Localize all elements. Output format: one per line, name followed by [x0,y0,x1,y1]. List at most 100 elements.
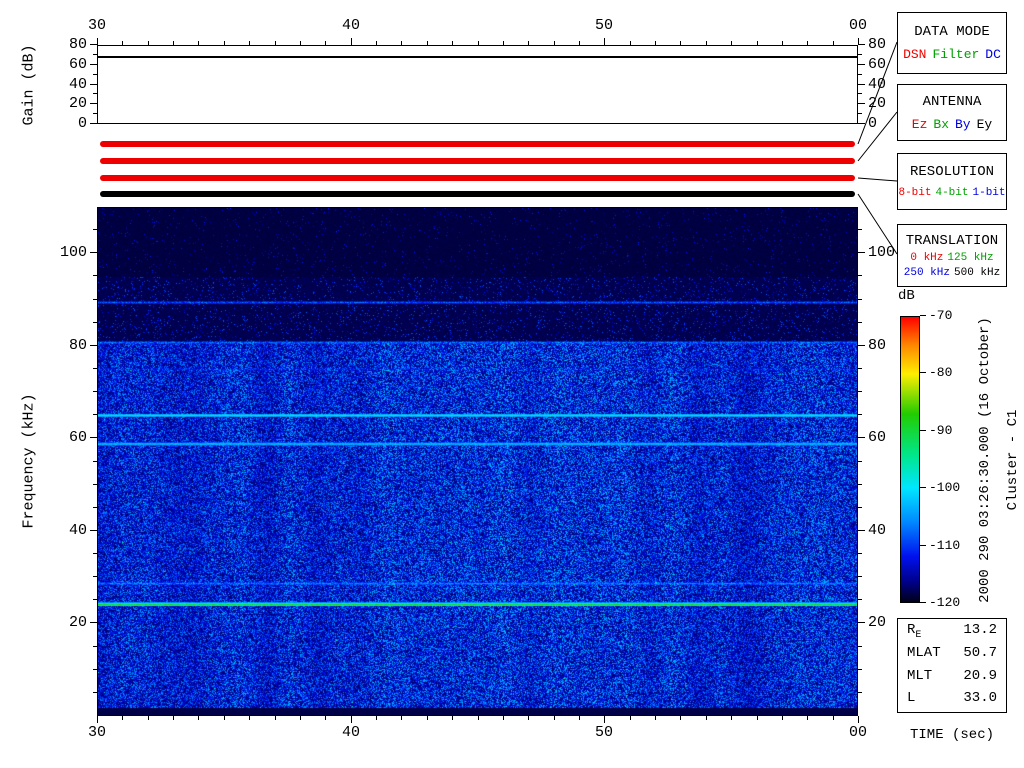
legend-item: 500 kHz [954,266,1001,279]
spec-y-minor-tick [93,692,97,693]
spec-y-tick-label: 20 [868,614,887,631]
spec-x-minor-tick [655,716,656,720]
connector-line [857,177,898,182]
colorbar-tick-label: -80 [929,365,953,380]
spec-y-tick-label: 100 [868,244,896,261]
spec-y-tick-label: 60 [68,429,87,446]
gain-top-minor-tick [148,41,149,45]
gain-y-tick [90,123,97,124]
spec-y-minor-tick [858,669,862,670]
spec-y-tick [90,252,97,253]
spec-y-minor-tick [858,391,862,392]
spec-y-minor-tick [93,414,97,415]
info-row: MLAT 50.7 [898,645,1006,664]
gain-top-minor-tick [173,41,174,45]
spec-x-minor-tick [376,716,377,720]
spec-x-tick-label: 30 [87,724,106,741]
spec-y-minor-tick [93,669,97,670]
spec-y-minor-tick [93,391,97,392]
gain-top-minor-tick [706,41,707,45]
spec-x-minor-tick [249,716,250,720]
legend-item: 0 kHz [910,251,944,264]
gain-top-minor-tick [731,41,732,45]
legend-item: 1-bit [972,187,1006,199]
gain-y-tick-label: 80 [68,36,87,53]
legend-item: 8-bit [898,187,932,199]
gain-y-tick-label: 20 [68,95,87,112]
gain-top-minor-tick [427,41,428,45]
gain-top-minor-tick [401,41,402,45]
legend-row: 8-bit 4-bit 1-bit [898,187,1005,199]
colorbar [900,316,920,603]
spec-y-minor-tick [858,275,862,276]
legend-item: By [955,116,971,132]
gain-top-minor-tick [452,41,453,45]
spec-x-minor-tick [503,716,504,720]
spec-y-minor-tick [93,553,97,554]
gain-top-tick-label: 30 [87,17,106,34]
spec-x-minor-tick [782,716,783,720]
spec-y-minor-tick [93,646,97,647]
spec-y-tick [858,437,865,438]
info-value: 13.2 [963,621,997,638]
colorbar-tick-label: -90 [929,423,953,438]
gain-top-minor-tick [503,41,504,45]
spec-y-minor-tick [93,368,97,369]
colorbar-tick-label: -110 [929,538,961,553]
gain-y-tick [90,84,97,85]
gain-y-tick-label: 20 [868,95,887,112]
spec-x-minor-tick [478,716,479,720]
spec-y-tick [858,622,865,623]
connector-line [857,111,898,162]
gain-top-minor-tick [224,41,225,45]
legend-item: 250 kHz [903,266,950,279]
spec-x-minor-tick [224,716,225,720]
spec-x-minor-tick [680,716,681,720]
spec-y-minor-tick [858,599,862,600]
gain-y-minor-tick [93,93,97,94]
legend-title: TRANSLATION [905,232,999,249]
gain-top-minor-tick [833,41,834,45]
gain-top-minor-tick [807,41,808,45]
spec-x-tick [97,716,98,723]
frequency-axis-label: Frequency (kHz) [20,393,38,529]
spec-y-tick-label: 80 [68,337,87,354]
spec-x-tick-label: 40 [341,724,360,741]
spec-y-minor-tick [93,275,97,276]
spec-y-minor-tick [858,229,862,230]
legend-item: DC [985,47,1001,62]
gain-top-minor-tick [122,41,123,45]
spec-y-tick [90,345,97,346]
spec-y-tick [90,622,97,623]
spec-x-tick-label: 00 [848,724,867,741]
gain-y-tick [858,123,865,124]
spec-y-tick [858,530,865,531]
spec-y-tick [858,252,865,253]
legend-item: 4-bit [935,187,969,199]
legend-item: Filter [932,47,980,62]
legend-item: Ez [911,116,928,132]
spec-y-minor-tick [858,368,862,369]
spec-x-tick [858,716,859,723]
spec-x-minor-tick [731,716,732,720]
gain-y-tick-label: 60 [868,56,887,73]
gain-y-tick-label: 40 [68,76,87,93]
gain-y-tick [90,64,97,65]
gain-y-tick [858,84,865,85]
spec-y-tick [858,345,865,346]
spec-y-minor-tick [858,461,862,462]
gain-top-minor-tick [376,41,377,45]
spectrogram-canvas [98,208,857,715]
spec-x-minor-tick [173,716,174,720]
spec-y-minor-tick [858,414,862,415]
spec-y-tick-label: 100 [59,244,87,261]
spec-y-minor-tick [858,553,862,554]
gain-axis-label: Gain (dB) [20,44,38,126]
spec-y-minor-tick [858,484,862,485]
status-bar-resolution [100,175,855,181]
gain-top-minor-tick [275,41,276,45]
spec-x-minor-tick [275,716,276,720]
gain-y-tick-label: 0 [77,115,87,132]
status-bar-data-mode [100,141,855,147]
gain-top-tick-label: 00 [848,17,867,34]
